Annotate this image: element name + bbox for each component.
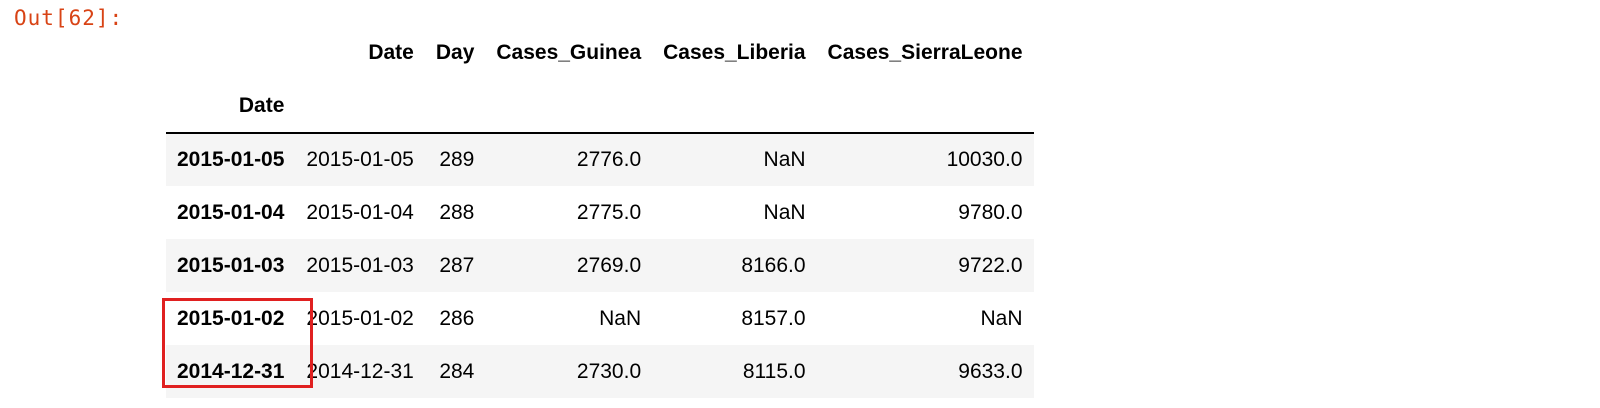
index-name-header: Date [166,79,296,134]
table-header: Date Day Cases_Guinea Cases_Liberia Case… [166,26,1034,134]
row-index: 2014-12-31 [177,359,285,383]
cell-cases-liberia: 8115.0 [742,359,806,383]
table-row: 2015-01-05 2015-01-05 289 2776.0 NaN 100… [166,133,1034,186]
cell-cases-guinea: 2730.0 [576,359,642,383]
table-row: 2015-01-04 2015-01-04 288 2775.0 NaN 978… [166,186,1034,239]
index-name-row: Date [166,79,1034,134]
cell-cases-sierraleone: 10030.0 [946,148,1023,171]
table-row: 2015-01-02 2015-01-02 286 NaN 8157.0 NaN [166,292,1034,345]
row-index: 2015-01-02 [177,306,285,330]
cell-day: 289 [439,148,475,171]
cell-cases-guinea: 2776.0 [576,148,642,171]
column-header-day: Day [435,40,475,64]
cell-cases-liberia: 8157.0 [741,306,806,330]
cell-cases-sierraleone: 9722.0 [958,253,1023,277]
cell-cases-liberia: 8166.0 [741,253,806,277]
row-index: 2015-01-05 [177,148,285,171]
dataframe-table: Date Day Cases_Guinea Cases_Liberia Case… [166,26,1034,398]
row-index: 2015-01-03 [177,253,285,277]
column-header-cases-sierraleone: Cases_SierraLeone [827,40,1023,64]
cell-date: 2014-12-31 [306,359,414,383]
cell-day: 288 [439,200,475,224]
cell-cases-liberia: NaN [763,200,806,224]
row-index: 2015-01-04 [177,200,285,224]
cell-date: 2015-01-03 [306,253,414,277]
cell-day: 286 [439,306,475,330]
output-prompt: Out[62]: [14,6,124,30]
cell-day: 284 [439,359,475,383]
cell-cases-sierraleone: 9780.0 [958,200,1023,224]
column-header-date: Date [368,40,414,64]
cell-cases-guinea: 2769.0 [576,253,642,277]
column-header-row: Date Day Cases_Guinea Cases_Liberia Case… [166,26,1034,79]
cell-date: 2015-01-04 [306,200,414,224]
table-row: 2015-01-03 2015-01-03 287 2769.0 8166.0 … [166,239,1034,292]
table-row: 2014-12-31 2014-12-31 284 2730.0 8115.0 … [166,345,1034,398]
cell-cases-sierraleone: NaN [980,306,1023,330]
cell-cases-liberia: NaN [763,148,806,171]
cell-date: 2015-01-02 [306,306,414,330]
column-header-cases-guinea: Cases_Guinea [496,40,642,64]
cell-cases-sierraleone: 9633.0 [958,359,1023,383]
cell-day: 287 [439,253,475,277]
column-header-cases-liberia: Cases_Liberia [663,40,806,64]
cell-cases-guinea: 2775.0 [576,200,642,224]
cell-date: 2015-01-05 [306,148,414,171]
cell-cases-guinea: NaN [599,306,642,330]
table-body: 2015-01-05 2015-01-05 289 2776.0 NaN 100… [166,133,1034,398]
corner-cell [166,26,295,79]
